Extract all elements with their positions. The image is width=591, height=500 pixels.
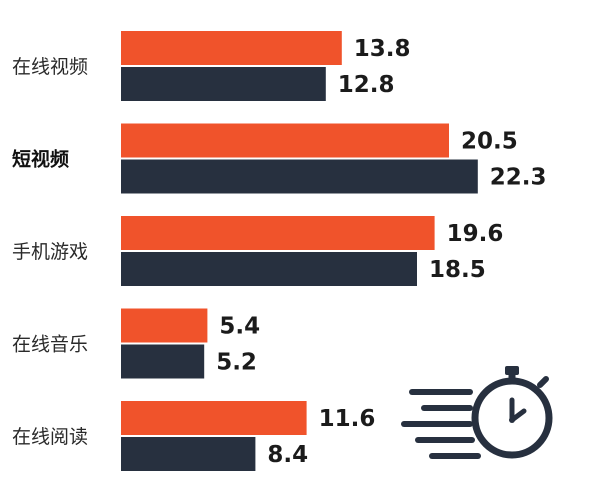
value-label: 5.4	[219, 314, 260, 340]
bar-series-1	[121, 308, 208, 343]
value-label: 19.6	[447, 221, 504, 247]
bar-series-1	[121, 31, 342, 65]
value-label: 8.4	[267, 442, 308, 468]
value-label: 13.8	[354, 36, 411, 62]
bar-series-2	[121, 67, 326, 101]
bar-series-2	[121, 159, 478, 194]
bar-series-1	[121, 216, 435, 250]
value-label: 5.2	[216, 350, 257, 376]
value-label: 12.8	[338, 72, 395, 98]
value-label: 11.6	[319, 406, 376, 432]
stopwatch-speed-icon	[401, 366, 553, 459]
bar-series-2	[121, 344, 205, 379]
bar-series-2	[121, 437, 256, 471]
bar-series-2	[121, 252, 417, 286]
bar-series-1	[121, 123, 449, 158]
value-label: 20.5	[461, 129, 518, 155]
category-label: 在线音乐	[12, 334, 88, 356]
category-label: 在线阅读	[12, 426, 88, 448]
category-label: 手机游戏	[12, 241, 88, 263]
value-label: 18.5	[429, 257, 486, 283]
value-labels: 13.8 12.8 20.5 22.3 19.6 18.5 5.4 5.2 11.6 8.4	[216, 36, 546, 468]
category-label: 短视频	[12, 148, 69, 171]
bars	[121, 31, 478, 471]
bar-series-1	[121, 401, 307, 435]
category-label: 在线视频	[12, 56, 88, 78]
value-label: 22.3	[490, 165, 547, 191]
